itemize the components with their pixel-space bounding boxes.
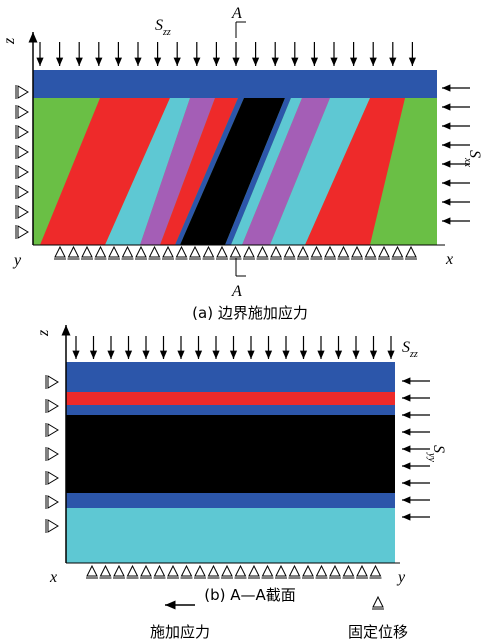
support <box>46 519 58 533</box>
support <box>46 399 58 413</box>
support <box>167 566 179 578</box>
support <box>181 566 193 578</box>
support <box>365 247 377 259</box>
support <box>81 247 93 259</box>
support <box>46 495 58 509</box>
support <box>248 566 260 578</box>
load-label: Szz <box>402 339 418 360</box>
axis-label: x <box>49 569 57 586</box>
support <box>324 247 336 259</box>
support <box>68 247 80 259</box>
support <box>356 566 368 578</box>
support <box>378 247 390 259</box>
support <box>108 247 120 259</box>
support <box>270 247 282 259</box>
support <box>392 247 404 259</box>
support <box>46 423 58 437</box>
support <box>329 566 341 578</box>
support <box>162 247 174 259</box>
support <box>149 247 161 259</box>
support <box>113 566 125 578</box>
diagram: z y x A A Szz Sxx (a) 边界施加应力 z x y Szz S… <box>0 0 501 644</box>
support <box>338 247 350 259</box>
axis-label: z <box>1 37 18 45</box>
support <box>405 247 417 259</box>
legend-label: 固定位移 <box>348 623 408 641</box>
support <box>46 447 58 461</box>
support <box>372 597 384 609</box>
support <box>203 247 215 259</box>
support <box>176 247 188 259</box>
support <box>275 566 287 578</box>
support <box>370 566 382 578</box>
support <box>16 205 28 219</box>
support <box>351 247 363 259</box>
support <box>284 247 296 259</box>
support <box>316 566 328 578</box>
support <box>289 566 301 578</box>
top-layer <box>33 70 437 98</box>
support <box>122 247 134 259</box>
support <box>235 566 247 578</box>
layers-a <box>33 98 437 245</box>
support <box>46 471 58 485</box>
support <box>221 566 233 578</box>
support <box>257 247 269 259</box>
support <box>54 247 66 259</box>
support <box>16 225 28 239</box>
support <box>16 185 28 199</box>
support <box>16 145 28 159</box>
caption: (b) A—A截面 <box>204 586 296 604</box>
load-label: Syy <box>426 445 447 462</box>
support <box>194 566 206 578</box>
support <box>243 247 255 259</box>
support <box>16 85 28 99</box>
support <box>86 566 98 578</box>
support <box>262 566 274 578</box>
axis-label: x <box>445 251 453 268</box>
support <box>16 165 28 179</box>
support <box>16 105 28 119</box>
axis-label: y <box>396 569 406 586</box>
legend-label: 施加应力 <box>150 623 210 641</box>
support <box>189 247 201 259</box>
support <box>46 375 58 389</box>
support <box>297 247 309 259</box>
support <box>154 566 166 578</box>
support <box>100 566 112 578</box>
support <box>208 566 220 578</box>
support <box>216 247 228 259</box>
load-label: Szz <box>155 17 171 38</box>
support <box>135 247 147 259</box>
support <box>127 566 139 578</box>
section-label: A <box>231 283 242 300</box>
support <box>343 566 355 578</box>
axis-label: z <box>35 329 52 337</box>
support <box>16 125 28 139</box>
axis-label: y <box>12 252 22 269</box>
support <box>95 247 107 259</box>
section-label: A <box>231 5 242 22</box>
support <box>230 247 242 259</box>
support <box>311 247 323 259</box>
load-label: Sxx <box>462 150 483 167</box>
support <box>302 566 314 578</box>
caption: (a) 边界施加应力 <box>192 304 308 322</box>
support <box>140 566 152 578</box>
